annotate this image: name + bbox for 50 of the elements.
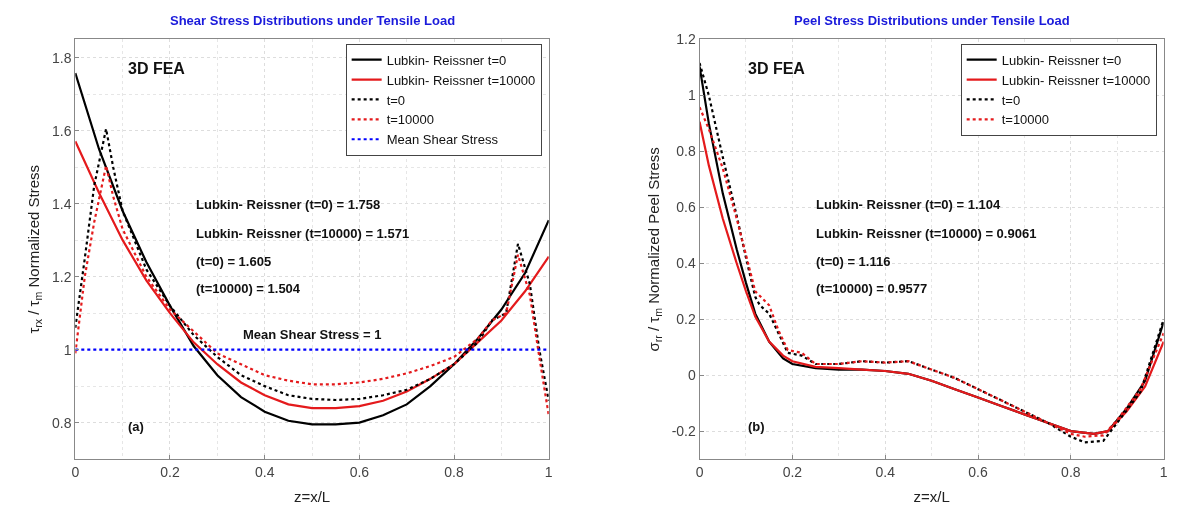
x-tick-label: 1 xyxy=(1159,463,1168,480)
x-tick-label: 0.8 xyxy=(1061,463,1081,480)
annotation: Lubkin- Reissner (t=10000) = 0.9061 xyxy=(816,226,1037,241)
annotation: (b) xyxy=(748,419,765,434)
x-tick-label: 0.8 xyxy=(444,463,465,480)
legend-label: Lubkin- Reissner t=0 xyxy=(1001,52,1122,68)
annotation: Lubkin- Reissner (t=0) = 1.758 xyxy=(196,197,381,212)
annotation: (t=10000) = 0.9577 xyxy=(816,281,928,296)
legend-label: Lubkin- Reissner t=0 xyxy=(386,52,507,68)
annotation: (t=0) = 1.605 xyxy=(196,254,272,269)
y-tick-label: 0.4 xyxy=(676,255,696,272)
y-tick-label: 0.2 xyxy=(676,311,696,328)
annotation: Mean Shear Stress = 1 xyxy=(243,327,382,342)
legend-label: t=10000 xyxy=(1001,112,1050,128)
y-tick-label: 1.2 xyxy=(676,31,696,48)
annotation: Lubkin- Reissner (t=10000) = 1.571 xyxy=(196,226,410,241)
annotation: 3D FEA xyxy=(128,60,186,77)
x-tick-label: 0.2 xyxy=(782,463,803,480)
legend-label: t=0 xyxy=(1001,92,1021,108)
y-tick-label: 0.8 xyxy=(52,414,72,431)
x-tick-label: 0.6 xyxy=(968,463,988,480)
chart-title: Shear Stress Distributions under Tensile Load xyxy=(170,13,456,28)
y-tick-label: 1.2 xyxy=(52,268,72,285)
x-tick-label: 0.6 xyxy=(349,463,370,480)
x-tick-label: 1 xyxy=(544,463,553,480)
annotation: (t=0) = 1.116 xyxy=(816,254,891,269)
chart-title: Peel Stress Distributions under Tensile Load xyxy=(794,13,1070,28)
annotation: 3D FEA xyxy=(748,60,806,77)
annotation: Lubkin- Reissner (t=0) = 1.104 xyxy=(816,197,1001,212)
annotation: (t=10000) = 1.504 xyxy=(196,281,301,296)
legend-label: Lubkin- Reissner t=10000 xyxy=(1001,72,1151,88)
y-tick-label: 0.8 xyxy=(676,143,696,160)
annotation: (a) xyxy=(128,419,144,434)
y-tick-label: 1.6 xyxy=(52,122,72,139)
legend-label: Mean Shear Stress xyxy=(386,132,499,148)
x-tick-label: 0.4 xyxy=(875,463,896,480)
y-tick-label: 1 xyxy=(687,87,696,104)
y-tick-label: 0.6 xyxy=(676,199,696,216)
x-tick-label: 0.4 xyxy=(254,463,275,480)
y-tick-label: 1.4 xyxy=(52,195,72,212)
y-tick-label: 0 xyxy=(687,367,696,384)
x-axis-title: z=x/L xyxy=(913,487,950,505)
y-tick-label: 1.8 xyxy=(52,49,72,66)
legend-label: t=10000 xyxy=(386,112,435,128)
legend-label: Lubkin- Reissner t=10000 xyxy=(386,72,536,88)
x-axis-title: z=x/L xyxy=(293,487,331,505)
y-tick-label: 1 xyxy=(63,341,72,358)
x-tick-label: 0.2 xyxy=(160,463,180,480)
legend-label: t=0 xyxy=(386,92,406,108)
y-tick-label: -0.2 xyxy=(671,423,696,440)
